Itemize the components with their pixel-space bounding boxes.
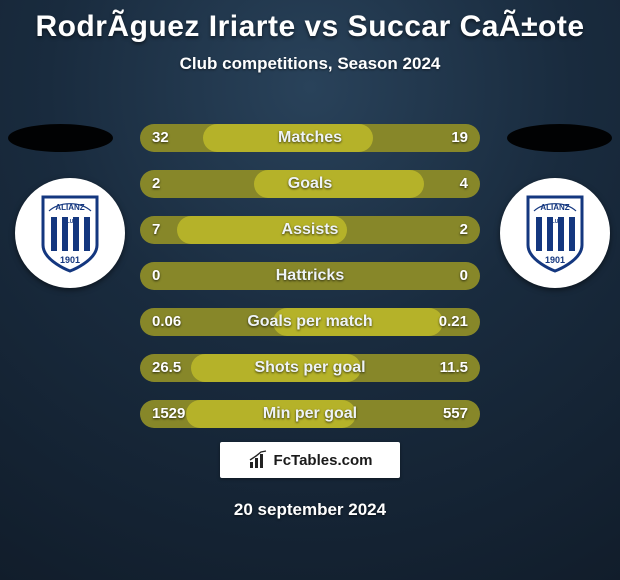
stat-value-right: 11.5 <box>440 354 468 382</box>
shield-icon: ALIANZ CLUB 1901 <box>524 193 586 273</box>
stat-value-left: 7 <box>152 216 160 244</box>
stat-value-left: 32 <box>152 124 169 152</box>
stat-value-right: 0.21 <box>439 308 468 336</box>
svg-text:CLUB: CLUB <box>63 219 77 225</box>
page-title: RodrÃ­guez Iriarte vs Succar CaÃ±ote <box>0 0 620 44</box>
svg-text:1901: 1901 <box>60 255 80 265</box>
stat-value-left: 0.06 <box>152 308 181 336</box>
stats-bars-icon <box>248 450 268 470</box>
shield-icon: ALIANZ CLUB 1901 <box>39 193 101 273</box>
stat-value-left: 0 <box>152 262 160 290</box>
stat-value-right: 19 <box>451 124 468 152</box>
stat-value-left: 2 <box>152 170 160 198</box>
stat-row: 72Assists <box>140 216 480 244</box>
player-shadow-right <box>507 124 612 152</box>
svg-text:1901: 1901 <box>545 255 565 265</box>
date-label: 20 september 2024 <box>0 500 620 520</box>
svg-text:CLUB: CLUB <box>548 219 562 225</box>
stat-value-right: 0 <box>460 262 468 290</box>
stats-comparison-chart: 3219Matches24Goals72Assists00Hattricks0.… <box>140 124 480 446</box>
stat-row: 1529557Min per goal <box>140 400 480 428</box>
svg-text:ALIANZ: ALIANZ <box>540 203 569 212</box>
svg-text:ALIANZ: ALIANZ <box>55 203 84 212</box>
stat-row: 26.511.5Shots per goal <box>140 354 480 382</box>
stat-value-left: 26.5 <box>152 354 181 382</box>
stat-row: 00Hattricks <box>140 262 480 290</box>
club-badge-left: ALIANZ CLUB 1901 <box>15 178 125 288</box>
stat-row: 24Goals <box>140 170 480 198</box>
stat-value-right: 4 <box>460 170 468 198</box>
stat-value-right: 557 <box>443 400 468 428</box>
stat-value-right: 2 <box>460 216 468 244</box>
club-badge-right: ALIANZ CLUB 1901 <box>500 178 610 288</box>
player-shadow-left <box>8 124 113 152</box>
subtitle: Club competitions, Season 2024 <box>0 54 620 74</box>
stat-row: 3219Matches <box>140 124 480 152</box>
fctables-label: FcTables.com <box>274 452 373 469</box>
stat-value-left: 1529 <box>152 400 185 428</box>
fctables-watermark: FcTables.com <box>220 442 400 478</box>
stat-row: 0.060.21Goals per match <box>140 308 480 336</box>
